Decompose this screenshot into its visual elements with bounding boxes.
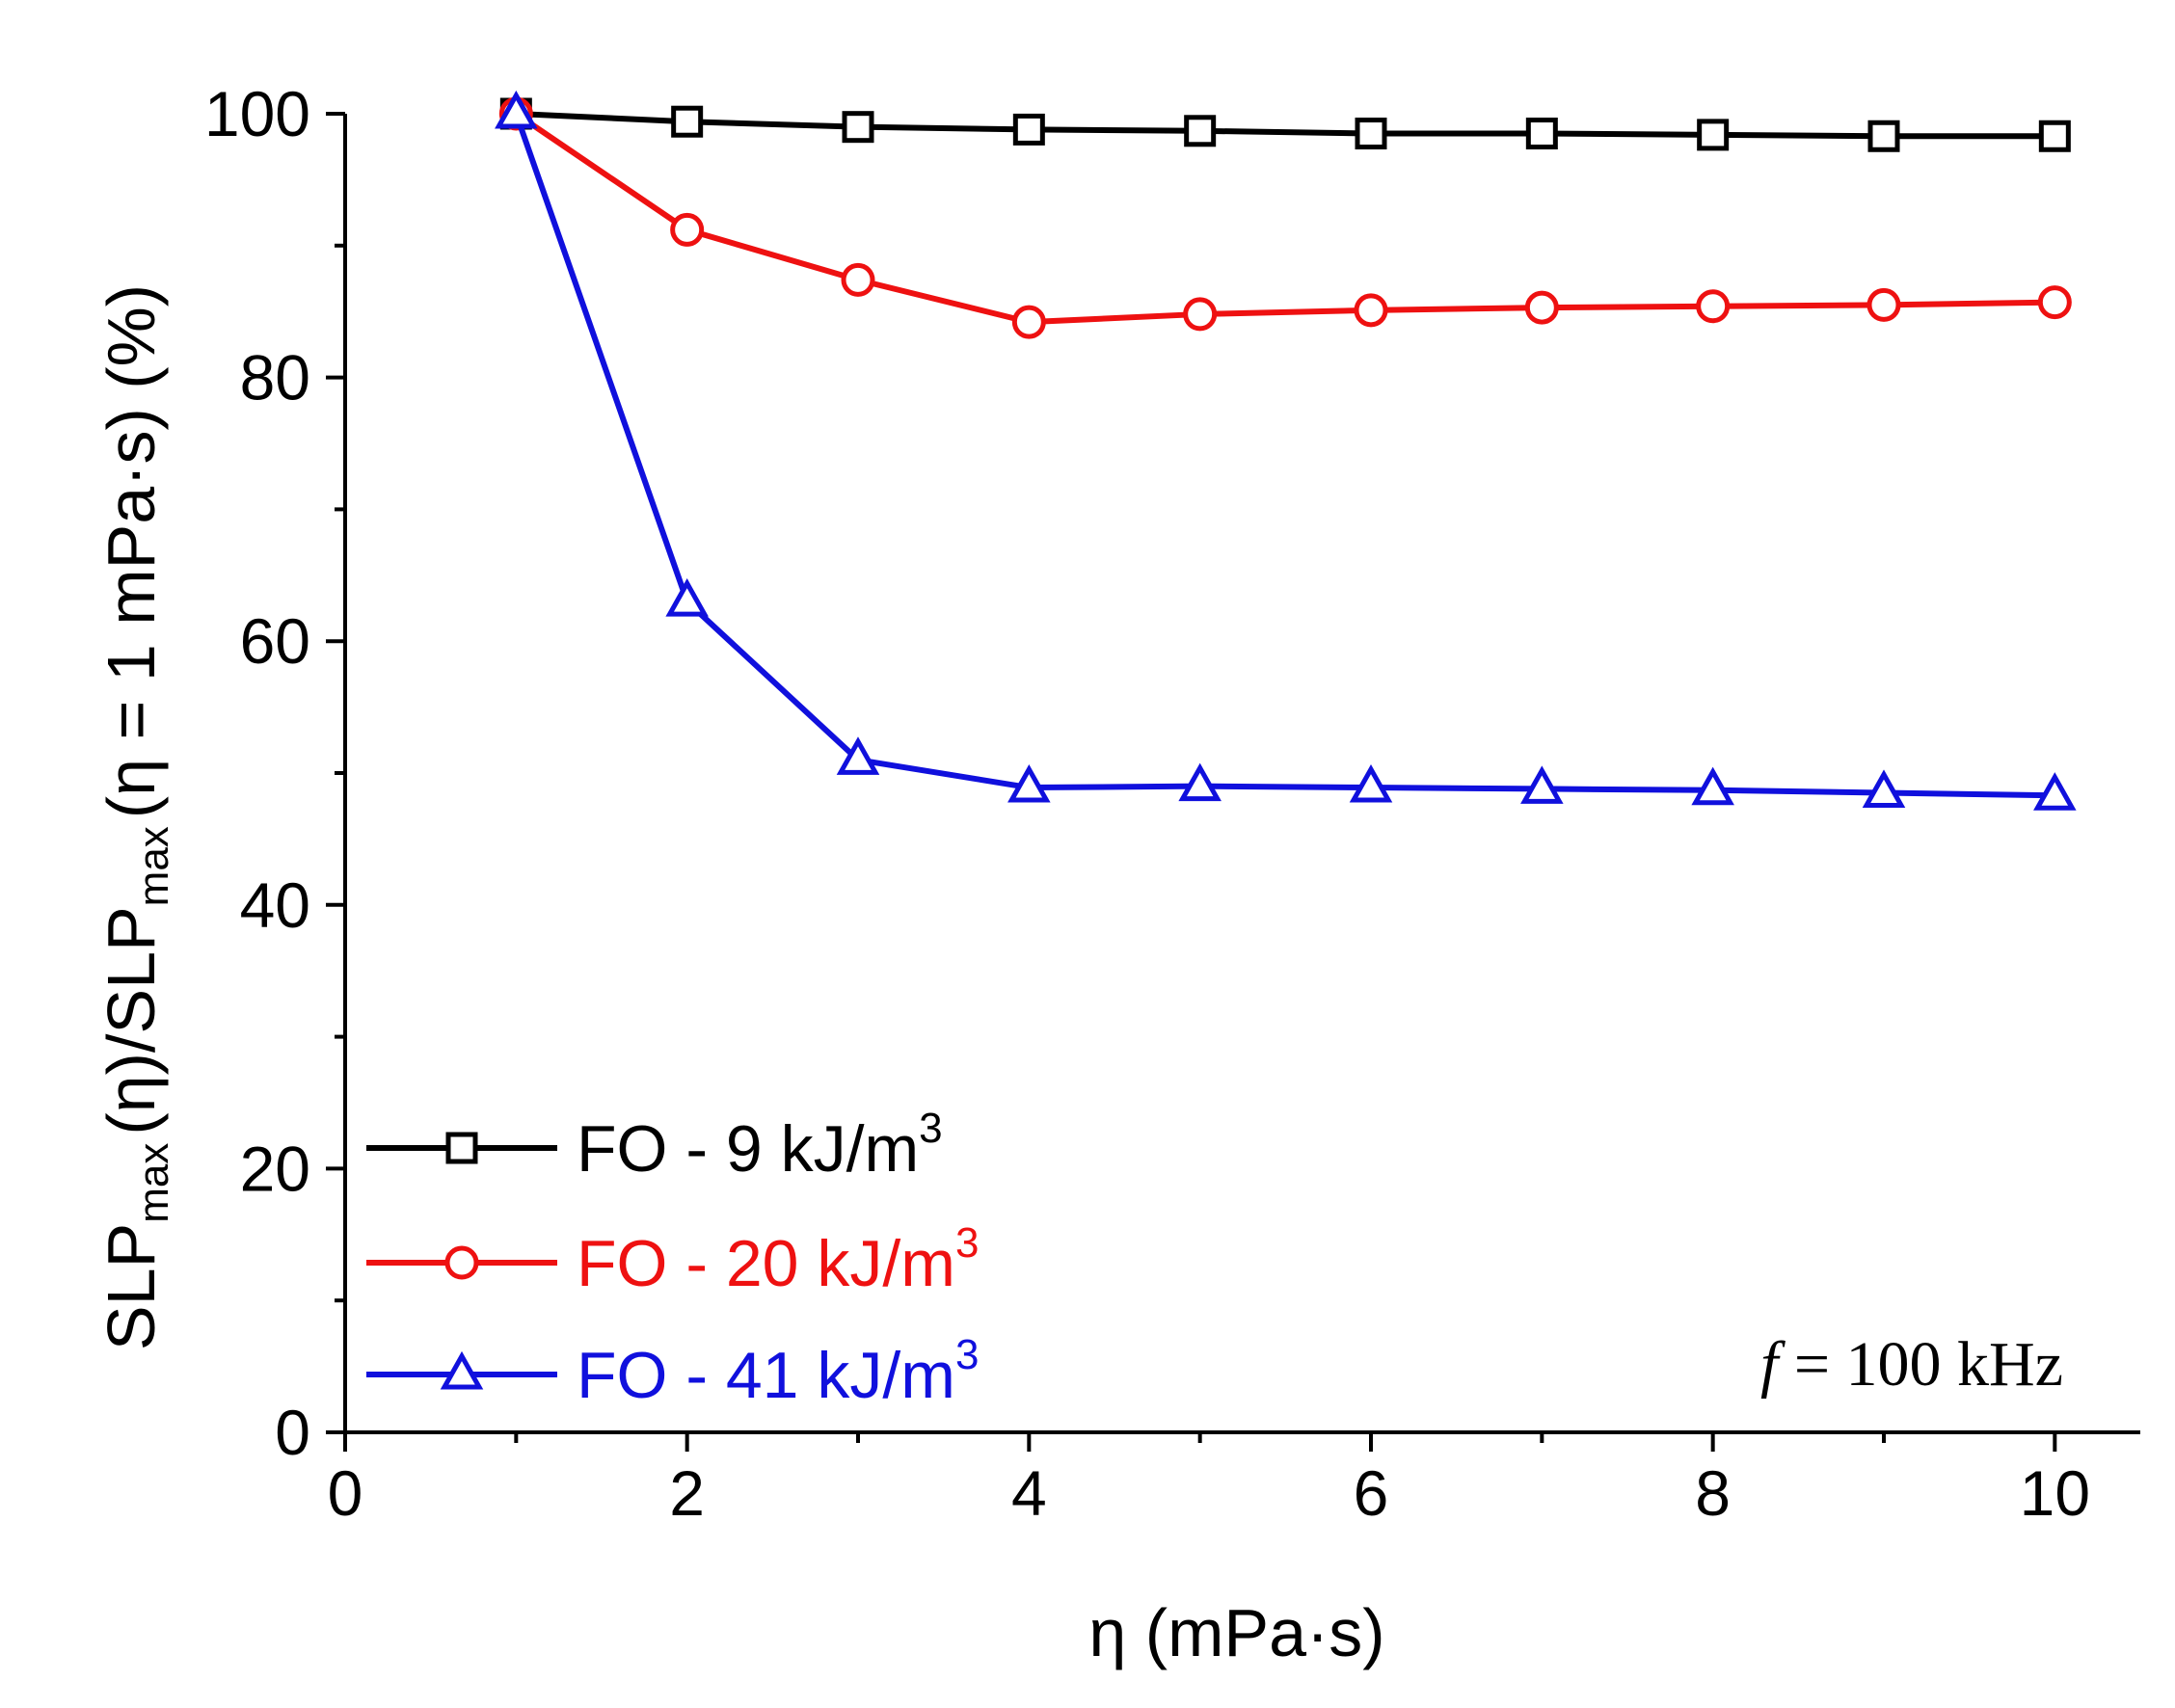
y-tick-label: 0 bbox=[275, 1397, 310, 1468]
legend-label: FO - 20 kJ/m3 bbox=[577, 1219, 979, 1300]
legend-swatch-marker bbox=[444, 1245, 479, 1280]
legend-swatch-marker bbox=[445, 1132, 478, 1164]
data-point bbox=[1691, 766, 1734, 806]
legend-item-3: FO - 41 kJ/m3 bbox=[366, 1331, 979, 1412]
y-axis-title: SLPmax(η)/SLPmax(η = 1 mPa·s) (%) bbox=[94, 284, 177, 1350]
data-point bbox=[1011, 305, 1046, 339]
series-1 bbox=[499, 97, 2071, 152]
data-point bbox=[1354, 293, 1388, 328]
data-point bbox=[1862, 769, 1906, 809]
y-tick-label: 20 bbox=[240, 1133, 310, 1204]
series-line bbox=[514, 111, 2055, 326]
data-point bbox=[1007, 763, 1051, 803]
legend-label-main: FO - 41 kJ/m bbox=[577, 1339, 955, 1412]
data-point bbox=[1183, 297, 1218, 332]
series-line bbox=[513, 113, 2055, 799]
y-tick-label: 80 bbox=[240, 342, 310, 414]
series-layer bbox=[495, 90, 2077, 811]
legend-label-sup: 3 bbox=[955, 1219, 979, 1267]
data-point bbox=[1355, 118, 1387, 150]
frequency-annotation: f = 100 kHz bbox=[1760, 1329, 2063, 1400]
data-point bbox=[671, 105, 704, 138]
legend-label: FO - 41 kJ/m3 bbox=[577, 1331, 979, 1412]
x-tick-label: 8 bbox=[1695, 1457, 1731, 1529]
legend-label-sup: 3 bbox=[955, 1331, 979, 1378]
legend-label-main: FO - 20 kJ/m bbox=[577, 1227, 955, 1300]
x-tick-label: 0 bbox=[328, 1457, 363, 1529]
data-point bbox=[1178, 762, 1222, 802]
x-tick-label: 6 bbox=[1354, 1457, 1389, 1529]
legend-item-1: FO - 9 kJ/m3 bbox=[366, 1105, 943, 1186]
legend-label: FO - 9 kJ/m3 bbox=[577, 1105, 943, 1186]
series-line bbox=[516, 111, 2055, 140]
series-3 bbox=[495, 90, 2077, 811]
legend-label-main: FO - 9 kJ/m bbox=[577, 1112, 919, 1186]
data-point bbox=[670, 212, 705, 247]
data-point bbox=[2037, 285, 2072, 320]
data-point bbox=[1866, 287, 1901, 322]
data-point bbox=[665, 578, 709, 617]
data-point bbox=[2033, 772, 2077, 811]
y-tick-label: 100 bbox=[204, 78, 310, 149]
data-point bbox=[1184, 115, 1217, 147]
data-point bbox=[841, 262, 875, 297]
data-point bbox=[1525, 118, 1558, 150]
x-tick-label: 4 bbox=[1011, 1457, 1047, 1529]
x-axis-title: η (mPa·s) bbox=[1088, 1595, 1384, 1670]
data-point bbox=[1867, 120, 1900, 152]
y-tick-label: 40 bbox=[240, 869, 310, 941]
data-point bbox=[1697, 119, 1730, 151]
data-point bbox=[1012, 113, 1045, 146]
x-tick-label: 10 bbox=[2020, 1457, 2090, 1529]
data-point bbox=[1349, 763, 1393, 803]
x-tick-label: 2 bbox=[669, 1457, 705, 1529]
data-point bbox=[2038, 120, 2071, 152]
data-point bbox=[1696, 289, 1731, 324]
data-point bbox=[836, 736, 880, 775]
data-point bbox=[842, 111, 874, 144]
data-point bbox=[495, 90, 538, 129]
data-point bbox=[1520, 765, 1564, 804]
y-tick-label: 60 bbox=[240, 605, 310, 677]
legend-swatch-marker bbox=[440, 1350, 484, 1390]
data-point bbox=[1524, 290, 1559, 325]
legend-item-2: FO - 20 kJ/m3 bbox=[366, 1219, 979, 1300]
legend-label-sup: 3 bbox=[919, 1105, 942, 1152]
